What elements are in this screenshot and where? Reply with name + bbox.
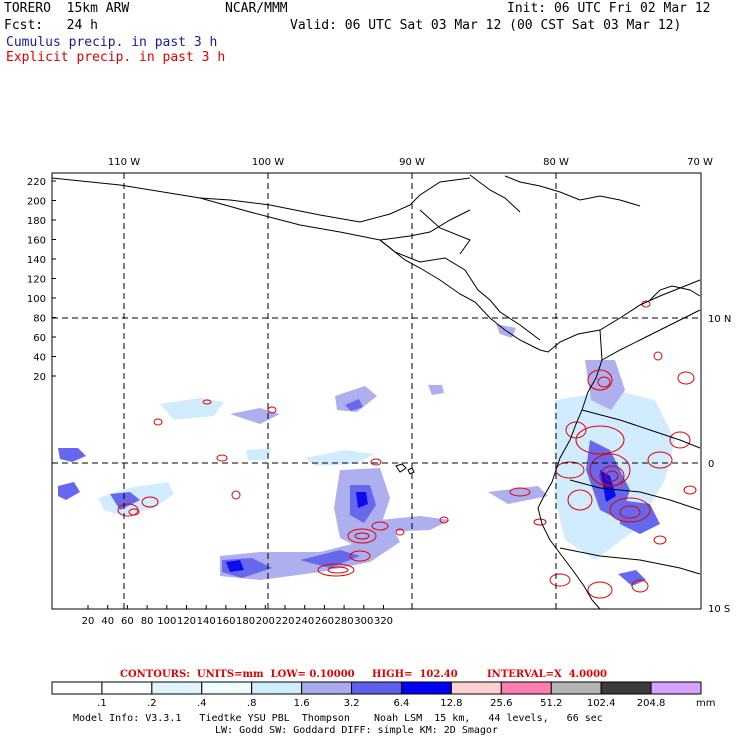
x-tick-label: 120 xyxy=(177,616,196,627)
latitude-label: 10 S xyxy=(708,604,730,615)
x-tick-label: 200 xyxy=(256,616,275,627)
x-tick-label: 40 xyxy=(101,616,114,627)
x-tick-label: 100 xyxy=(157,616,176,627)
map-frame xyxy=(51,172,702,610)
longitude-label: 80 W xyxy=(543,157,569,168)
model-title: TORERO 15km ARW xyxy=(4,1,130,16)
forecast-hour: Fcst: 24 h xyxy=(4,18,98,33)
contours-high-label: HIGH= 102.40 xyxy=(372,669,458,680)
y-tick-label: 120 xyxy=(27,275,46,286)
contours-units-label: CONTOURS: UNITS=mm LOW= 0.10000 xyxy=(120,669,355,680)
longitude-label: 100 W xyxy=(252,157,284,168)
x-tick-label: 220 xyxy=(275,616,294,627)
contours-interval-label: INTERVAL=X 4.0000 xyxy=(487,669,607,680)
longitude-label: 70 W xyxy=(687,157,713,168)
y-tick-label: 20 xyxy=(33,372,46,383)
explicit-precip-contours xyxy=(117,300,697,599)
x-tick-label: 80 xyxy=(141,616,154,627)
x-tick-label: 180 xyxy=(236,616,255,627)
model-info-line2: LW: Godd SW: Goddard DIFF: simple KM: 2D… xyxy=(215,725,498,736)
valid-time: Valid: 06 UTC Sat 03 Mar 12 (00 CST Sat … xyxy=(290,18,682,33)
x-tick-label: 140 xyxy=(197,616,216,627)
y-tick-label: 80 xyxy=(33,314,46,325)
y-tick-label: 180 xyxy=(27,216,46,227)
x-tick-label: 60 xyxy=(121,616,134,627)
graticule xyxy=(52,173,701,609)
cumulus-precip-areas xyxy=(58,324,675,586)
y-tick-label: 160 xyxy=(27,236,46,247)
model-info-line1: Model Info: V3.3.1 Tiedtke YSU PBL Thomp… xyxy=(73,713,603,724)
y-tick-label: 100 xyxy=(27,294,46,305)
init-time: Init: 06 UTC Fri 02 Mar 12 xyxy=(507,1,711,16)
x-tick-label: 160 xyxy=(216,616,235,627)
x-tick-label: 280 xyxy=(335,616,354,627)
longitude-label: 90 W xyxy=(399,157,425,168)
y-tick-label: 220 xyxy=(27,177,46,188)
center-name: NCAR/MMM xyxy=(225,1,288,16)
latitude-label: 0 xyxy=(708,459,714,470)
x-tick-label: 300 xyxy=(354,616,373,627)
y-tick-label: 60 xyxy=(33,333,46,344)
cumulus-label: Cumulus precip. in past 3 h xyxy=(6,35,218,50)
y-tick-label: 40 xyxy=(33,353,46,364)
y-tick-label: 200 xyxy=(27,197,46,208)
x-tick-label: 240 xyxy=(295,616,314,627)
x-tick-label: 320 xyxy=(374,616,393,627)
longitude-label: 110 W xyxy=(108,157,140,168)
x-tick-label: 20 xyxy=(82,616,95,627)
y-tick-label: 140 xyxy=(27,255,46,266)
explicit-label: Explicit precip. in past 3 h xyxy=(6,50,226,65)
x-tick-label: 260 xyxy=(315,616,334,627)
latitude-label: 10 N xyxy=(708,314,731,325)
